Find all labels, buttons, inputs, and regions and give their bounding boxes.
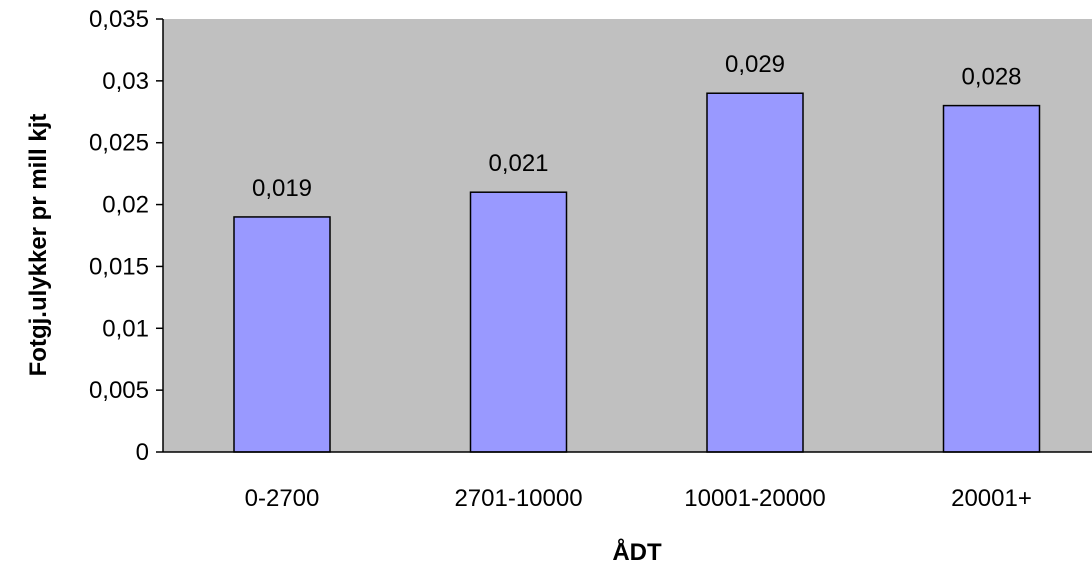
y-axis-ticks: 0 0,005 0,01 0,015 0,02 0,025 0,03 0,035 — [89, 6, 163, 466]
y-tick-label: 0,035 — [89, 6, 149, 33]
bar — [942, 104, 1041, 453]
y-tick-label: 0,005 — [89, 377, 149, 404]
y-tick-label: 0,01 — [102, 315, 149, 342]
bar — [469, 191, 568, 453]
y-tick-label: 0 — [136, 439, 149, 466]
bar — [706, 92, 804, 453]
y-tick-label: 0,025 — [89, 130, 149, 157]
y-tick-label: 0,015 — [89, 253, 149, 280]
bars — [233, 92, 1041, 453]
x-tick-label: 0-2700 — [245, 485, 320, 512]
bar-value-label: 0,019 — [252, 175, 312, 202]
bar-value-label: 0,028 — [961, 64, 1021, 91]
y-tick-label: 0,02 — [102, 192, 149, 219]
y-tick-label: 0,03 — [102, 68, 149, 95]
bar-value-label: 0,029 — [725, 51, 785, 78]
x-axis-title: ÅDT — [612, 538, 662, 566]
x-tick-label: 2701-10000 — [454, 485, 582, 512]
x-tick-label: 10001-20000 — [684, 485, 825, 512]
x-tick-label: 20001+ — [951, 485, 1032, 512]
bar — [233, 216, 331, 453]
y-axis-title: Fotgj.ulykker pr mill kjt — [25, 114, 52, 377]
bar-value-label: 0,021 — [488, 150, 548, 177]
x-axis-ticks: 0-2700 2701-10000 10001-20000 20001+ — [245, 485, 1032, 512]
data-labels: 0,019 0,021 0,029 0,028 — [252, 51, 1022, 202]
